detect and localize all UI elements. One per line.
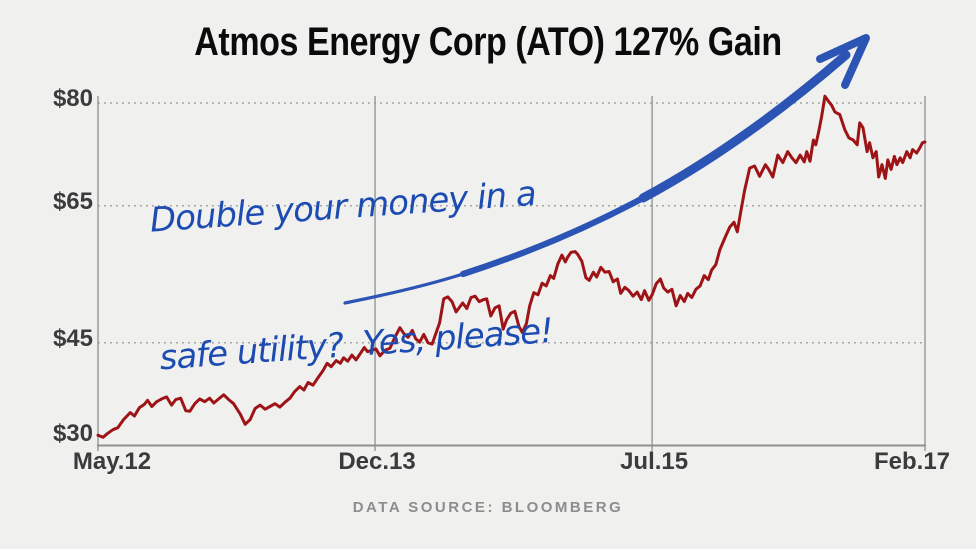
arrow-head [816,34,870,89]
gain-arrow [343,34,870,305]
arrow-shaft-head-segment [638,50,851,203]
data-source-note: DATA SOURCE: BLOOMBERG [352,499,624,516]
annotation-line-2: safe utility? Yes, please! [158,310,554,379]
y-axis-label: $80 [53,85,93,112]
x-axis-label: Jul.15 [620,448,688,475]
y-axis-label: $65 [53,188,93,215]
price-line [96,94,927,439]
y-axis-label: $45 [53,325,93,352]
price-line-group [96,94,927,439]
arrow-shaft-tail [343,272,465,305]
chart-title: Atmos Energy Corp (ATO) 127% Gain [194,20,782,64]
arrow-shaft-mid [459,194,647,278]
y-axis-label: $30 [53,420,93,447]
x-axis-label: Dec.13 [338,448,415,475]
handwritten-annotation: Double your money in a safe utility? Yes… [142,79,561,474]
x-axis-label: May.12 [73,448,151,475]
annotation-line-1: Double your money in a [148,173,537,241]
x-axis-label: Feb.17 [874,448,950,475]
